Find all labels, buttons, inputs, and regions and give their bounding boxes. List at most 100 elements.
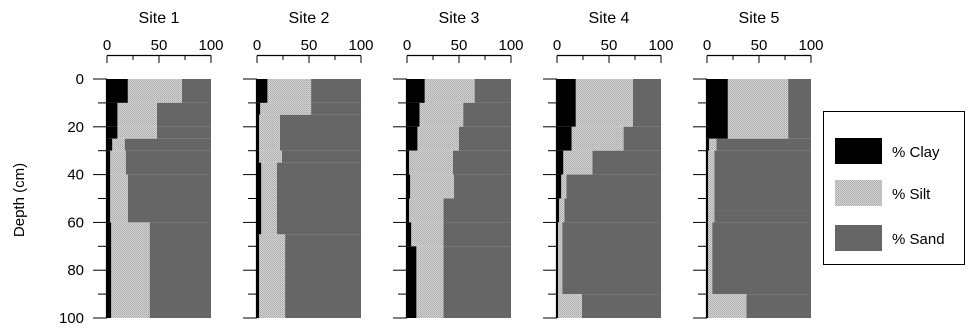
legend-label: % Sand xyxy=(892,231,945,248)
sand-layer xyxy=(564,198,661,223)
sand-layer xyxy=(714,210,811,223)
clay-layer xyxy=(107,79,128,103)
x-tick-label: 50 xyxy=(151,37,168,54)
clay-layer xyxy=(707,150,709,211)
clay-layer xyxy=(257,79,268,103)
sand-layer xyxy=(632,79,661,127)
silt-layer xyxy=(267,79,312,103)
clay-layer xyxy=(107,174,111,223)
silt-layer xyxy=(561,174,567,199)
sand-layer xyxy=(592,150,661,175)
sand-layer xyxy=(716,138,811,151)
silt-layer xyxy=(409,150,453,175)
sand-layer xyxy=(562,222,661,295)
site-panel: Site 3 0 50 100 xyxy=(393,10,524,319)
sand-layer xyxy=(443,246,511,318)
clay-layer xyxy=(407,79,425,103)
x-tick-label: 100 xyxy=(348,37,373,54)
y-tick-label: 40 xyxy=(67,167,84,184)
silt-layer xyxy=(110,150,126,175)
clay-layer xyxy=(557,198,560,223)
clay-layer xyxy=(407,126,418,151)
clay-layer xyxy=(407,246,417,318)
legend-swatch xyxy=(835,225,882,251)
clay-layer xyxy=(257,234,260,318)
silt-layer xyxy=(117,102,157,127)
clay-layer xyxy=(407,174,411,199)
silt-layer xyxy=(416,246,444,318)
silt-layer xyxy=(419,102,464,127)
clay-layer xyxy=(407,198,410,223)
silt-layer xyxy=(708,222,713,295)
silt-layer xyxy=(571,126,624,151)
site-panel: Site 1 0 50 100 0 20 40 60 80 100 xyxy=(59,10,224,327)
clay-layer xyxy=(707,222,709,295)
clay-layer xyxy=(107,138,113,151)
x-tick-label: 50 xyxy=(601,37,618,54)
silt-layer xyxy=(558,222,563,295)
clay-layer xyxy=(557,222,559,295)
sand-layer xyxy=(156,126,211,139)
clay-layer xyxy=(257,150,260,163)
silt-layer xyxy=(260,102,312,115)
clay-layer xyxy=(557,174,562,199)
site-panel: Site 4 0 50 100 xyxy=(543,10,674,319)
sand-layer xyxy=(443,222,511,247)
clay-layer xyxy=(257,114,260,151)
sand-layer xyxy=(181,79,211,103)
silt-layer xyxy=(727,79,789,139)
x-tick-label: 50 xyxy=(751,37,768,54)
sand-layer xyxy=(149,222,211,318)
clay-layer xyxy=(707,138,710,151)
clay-layer xyxy=(407,222,412,247)
silt-layer xyxy=(112,138,125,151)
site-title: Site 4 xyxy=(589,10,630,27)
sand-layer xyxy=(463,102,511,127)
x-tick-label: 100 xyxy=(198,37,223,54)
sand-layer xyxy=(156,102,211,127)
x-tick-label: 100 xyxy=(648,37,673,54)
sand-layer xyxy=(124,138,211,151)
silt-layer xyxy=(117,126,157,139)
clay-layer xyxy=(557,150,564,175)
sand-layer xyxy=(474,79,511,103)
site-title: Site 3 xyxy=(439,10,480,27)
silt-layer xyxy=(417,126,459,151)
y-tick-label: 60 xyxy=(67,214,84,231)
x-tick-label: 0 xyxy=(403,37,411,54)
clay-layer xyxy=(107,222,112,318)
silt-layer xyxy=(424,79,475,103)
y-tick-label: 0 xyxy=(76,71,84,88)
site-title: Site 1 xyxy=(139,10,180,27)
clay-layer xyxy=(107,126,118,139)
sand-layer xyxy=(279,114,361,151)
silt-layer xyxy=(261,162,277,235)
sand-layer xyxy=(311,102,361,115)
silt-layer xyxy=(110,174,128,223)
silt-layer xyxy=(127,79,182,103)
x-tick-label: 100 xyxy=(798,37,823,54)
sand-layer xyxy=(125,150,211,175)
y-tick-label: 100 xyxy=(59,310,84,327)
sand-layer xyxy=(714,150,811,211)
sand-layer xyxy=(746,294,811,318)
clay-layer xyxy=(707,79,728,139)
silt-layer xyxy=(709,138,717,151)
site-title: Site 2 xyxy=(289,10,330,27)
legend-label: % Silt xyxy=(892,186,931,203)
sand-layer xyxy=(712,222,811,295)
silt-layer xyxy=(259,114,280,151)
silt-layer xyxy=(559,198,565,223)
sand-layer xyxy=(566,174,661,199)
silt-layer xyxy=(563,150,593,175)
sand-layer xyxy=(581,294,661,318)
sand-layer xyxy=(276,162,361,235)
x-tick-label: 0 xyxy=(103,37,111,54)
legend-swatch xyxy=(835,180,882,206)
sand-layer xyxy=(453,174,511,199)
legend-swatch xyxy=(835,138,882,164)
sand-layer xyxy=(311,79,361,103)
silt-layer xyxy=(409,198,444,223)
